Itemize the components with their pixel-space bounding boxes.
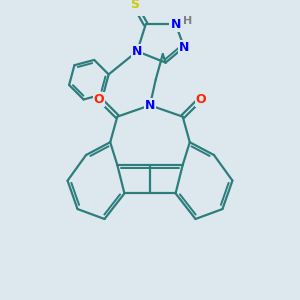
Text: N: N: [145, 99, 155, 112]
Text: N: N: [132, 45, 142, 58]
Text: S: S: [130, 0, 139, 11]
Text: N: N: [170, 18, 181, 31]
Text: N: N: [179, 40, 189, 53]
Text: H: H: [183, 16, 192, 26]
Text: O: O: [196, 93, 206, 106]
Text: O: O: [94, 93, 104, 106]
